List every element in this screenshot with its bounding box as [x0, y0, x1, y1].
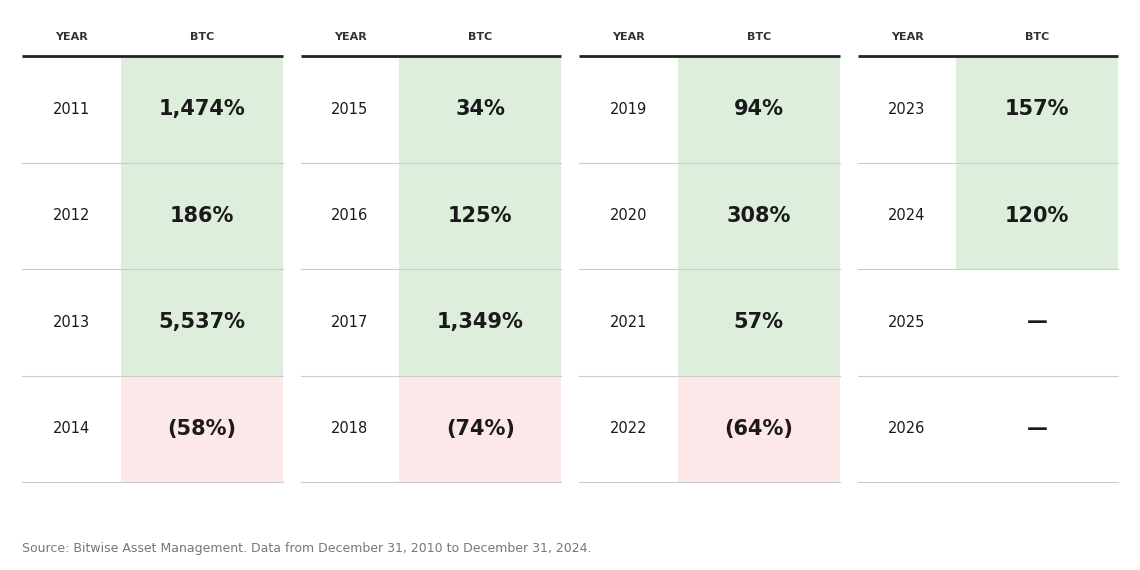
- Text: 1,349%: 1,349%: [437, 312, 523, 332]
- Text: (58%): (58%): [168, 419, 236, 439]
- Text: 5,537%: 5,537%: [158, 312, 245, 332]
- Text: BTC: BTC: [189, 32, 214, 42]
- Bar: [121, 56, 283, 376]
- Text: Source: Bitwise Asset Management. Data from December 31, 2010 to December 31, 20: Source: Bitwise Asset Management. Data f…: [22, 542, 592, 555]
- Text: 1,474%: 1,474%: [158, 99, 245, 119]
- Text: 2014: 2014: [52, 421, 90, 436]
- Text: (74%): (74%): [446, 419, 514, 439]
- Text: YEAR: YEAR: [55, 32, 88, 42]
- Text: BTC: BTC: [469, 32, 492, 42]
- Text: 186%: 186%: [170, 206, 234, 226]
- Text: 57%: 57%: [734, 312, 783, 332]
- Bar: [678, 56, 839, 376]
- Text: YEAR: YEAR: [612, 32, 645, 42]
- Text: 2012: 2012: [52, 208, 90, 223]
- Text: 2021: 2021: [610, 315, 648, 330]
- Text: 2015: 2015: [332, 102, 368, 117]
- Bar: [678, 376, 839, 482]
- Text: 2026: 2026: [888, 421, 926, 436]
- Text: YEAR: YEAR: [890, 32, 923, 42]
- Text: 2022: 2022: [610, 421, 648, 436]
- Text: 2020: 2020: [610, 208, 648, 223]
- Text: —: —: [1027, 419, 1048, 439]
- Text: 125%: 125%: [448, 206, 513, 226]
- Text: BTC: BTC: [1025, 32, 1049, 42]
- Bar: [399, 376, 561, 482]
- Text: 2023: 2023: [888, 102, 926, 117]
- Bar: [956, 56, 1118, 269]
- Text: 2013: 2013: [52, 315, 90, 330]
- Text: 2017: 2017: [332, 315, 368, 330]
- Text: 94%: 94%: [734, 99, 783, 119]
- Text: 2019: 2019: [610, 102, 648, 117]
- Text: 2025: 2025: [888, 315, 926, 330]
- Text: BTC: BTC: [747, 32, 771, 42]
- Text: 2011: 2011: [52, 102, 90, 117]
- Text: 34%: 34%: [455, 99, 505, 119]
- Bar: [399, 56, 561, 376]
- Text: YEAR: YEAR: [334, 32, 366, 42]
- Text: 157%: 157%: [1005, 99, 1069, 119]
- Text: (64%): (64%): [724, 419, 793, 439]
- Text: 2024: 2024: [888, 208, 926, 223]
- Text: 2016: 2016: [332, 208, 368, 223]
- Text: 2018: 2018: [332, 421, 368, 436]
- Bar: [121, 376, 283, 482]
- Text: 120%: 120%: [1005, 206, 1069, 226]
- Text: 308%: 308%: [726, 206, 791, 226]
- Text: —: —: [1027, 312, 1048, 332]
